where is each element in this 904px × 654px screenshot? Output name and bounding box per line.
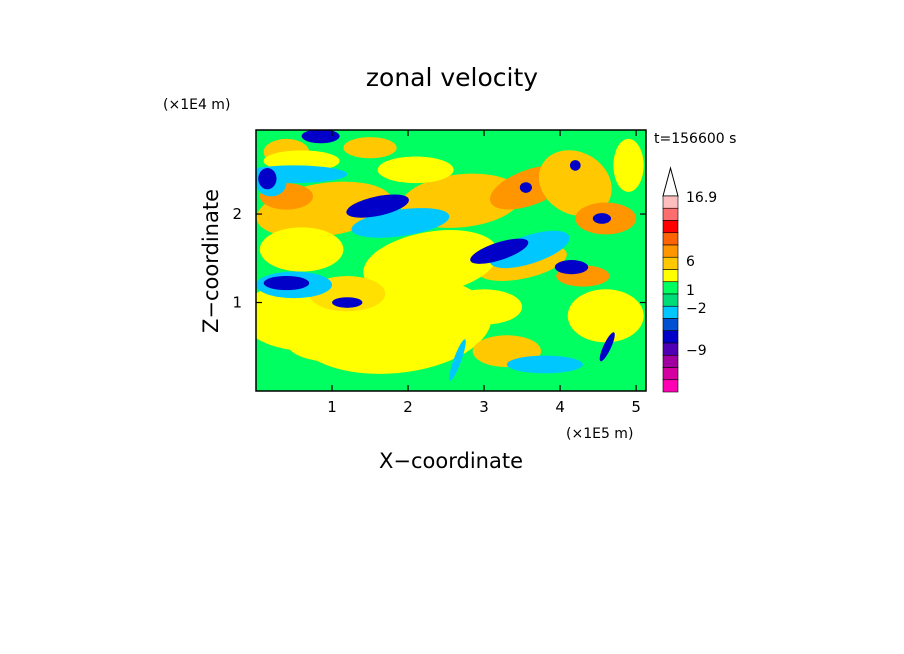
colorbar-swatch [662, 367, 679, 381]
contour-region [538, 150, 612, 216]
contour-region [286, 322, 378, 362]
time-label: t=156600 s [654, 131, 736, 147]
contour-region [592, 213, 612, 224]
contour-region [363, 229, 499, 296]
colorbar-swatch [662, 207, 679, 221]
y-axis-ticks: 12 [232, 205, 646, 312]
contour-fields [256, 130, 644, 381]
colorbar-swatch [662, 330, 679, 344]
colorbar-swatch [662, 305, 679, 319]
contour-region [446, 289, 523, 325]
colorbar-label: −9 [686, 343, 707, 359]
colorbar-swatch [662, 281, 679, 295]
colorbar-swatch [662, 342, 679, 356]
contour-region [259, 227, 344, 272]
chart-title: zonal velocity [366, 63, 538, 92]
contour-region [343, 137, 397, 159]
colorbar-swatch [662, 293, 679, 307]
contour-region [613, 138, 644, 192]
y-unit-label: (×1E4 m) [163, 97, 230, 113]
colorbar-swatch [662, 220, 679, 234]
colorbar-swatch [662, 269, 679, 283]
contour-plot-area [256, 130, 646, 391]
y-axis-label: Z−coordinate [199, 189, 223, 333]
colorbar-swatch [662, 354, 679, 368]
colorbar-label: 16.9 [686, 190, 717, 206]
contour-region [489, 230, 570, 269]
y-tick-label: 1 [232, 294, 242, 312]
contour-region [470, 238, 529, 264]
colorbar-label: −2 [686, 301, 707, 317]
y-tick-label: 2 [232, 205, 242, 223]
contour-region [519, 182, 532, 193]
contour-region [301, 130, 340, 144]
plot-frame [255, 129, 647, 392]
x-tick-label: 3 [479, 398, 489, 416]
colorbar-swatch [662, 195, 679, 209]
contour-region [569, 160, 581, 171]
colorbar-swatch [662, 244, 679, 258]
x-tick-label: 2 [403, 398, 413, 416]
x-unit-label: (×1E5 m) [566, 426, 633, 442]
colorbar-extend-arrow [662, 166, 679, 197]
colorbar: 16.9 6 1 −2 −9 [662, 166, 717, 393]
colorbar-swatch [662, 318, 679, 332]
colorbar-swatch [662, 379, 679, 393]
contour-region [506, 355, 583, 374]
contour-region [567, 289, 644, 343]
x-tick-label: 5 [631, 398, 641, 416]
contour-region [599, 332, 615, 362]
colorbar-label: 1 [686, 283, 695, 299]
x-tick-label: 4 [555, 398, 565, 416]
x-axis-ticks: 1 2 3 4 5 [327, 130, 641, 416]
contour-region [449, 339, 466, 381]
colorbar-swatch [662, 232, 679, 246]
contour-region [554, 260, 589, 275]
colorbar-label: 6 [686, 254, 695, 270]
x-axis-label: X−coordinate [379, 449, 523, 473]
contour-region [332, 297, 363, 308]
contour-region [263, 275, 310, 291]
contour-region [346, 194, 409, 218]
contour-region [377, 156, 454, 184]
contour-region [258, 168, 277, 190]
x-tick-label: 1 [327, 398, 337, 416]
colorbar-swatch [662, 256, 679, 270]
